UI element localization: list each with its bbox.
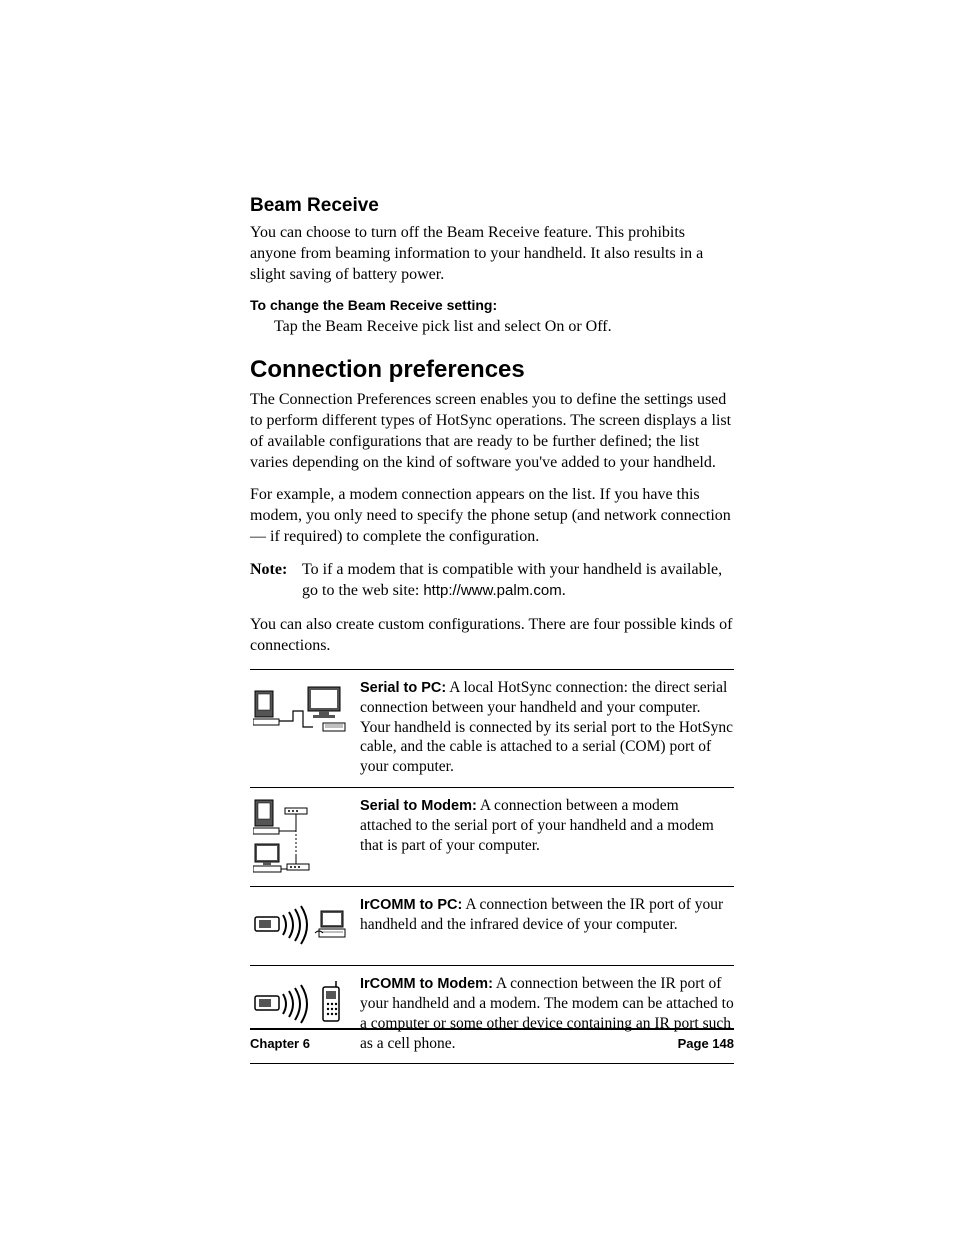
- step-tap-beam: Tap the Beam Receive pick list and selec…: [274, 317, 734, 338]
- heading-connection-prefs: Connection preferences: [250, 356, 734, 384]
- connection-title: Serial to PC:: [360, 680, 446, 696]
- note-label: Note:: [250, 560, 302, 602]
- page: Beam Receive You can choose to turn off …: [0, 0, 954, 1235]
- connection-title: IrCOMM to PC:: [360, 897, 462, 913]
- note-url: http://www.palm.com: [423, 582, 561, 599]
- connection-ir-pc: IrCOMM to PC: A connection between the I…: [250, 886, 734, 965]
- ir-modem-icon: [250, 974, 350, 1034]
- connection-text: IrCOMM to PC: A connection between the I…: [360, 895, 734, 935]
- connection-text: Serial to PC: A local HotSync connection…: [360, 678, 734, 777]
- connection-title: IrCOMM to Modem:: [360, 976, 493, 992]
- connection-serial-modem: Serial to Modem: A connection between a …: [250, 787, 734, 886]
- serial-pc-icon: [250, 678, 350, 738]
- para-conn-1: The Connection Preferences screen enable…: [250, 390, 734, 473]
- note-text: To if a modem that is compatible with yo…: [302, 560, 734, 602]
- heading-beam-receive: Beam Receive: [250, 195, 734, 217]
- note-row: Note: To if a modem that is compatible w…: [250, 560, 734, 602]
- page-footer: Chapter 6 Page 148: [250, 1028, 734, 1051]
- connection-title: Serial to Modem:: [360, 798, 477, 814]
- subheading-change-beam: To change the Beam Receive setting:: [250, 297, 734, 313]
- ir-pc-icon: [250, 895, 350, 955]
- para-beam-receive: You can choose to turn off the Beam Rece…: [250, 223, 734, 285]
- note-text-b: .: [562, 582, 566, 599]
- para-conn-2: For example, a modem connection appears …: [250, 485, 734, 547]
- connection-serial-pc: Serial to PC: A local HotSync connection…: [250, 669, 734, 787]
- footer-chapter: Chapter 6: [250, 1036, 310, 1051]
- footer-page: Page 148: [678, 1036, 734, 1051]
- serial-modem-icon: [250, 796, 350, 876]
- para-conn-3: You can also create custom configuration…: [250, 615, 734, 657]
- connection-text: Serial to Modem: A connection between a …: [360, 796, 734, 855]
